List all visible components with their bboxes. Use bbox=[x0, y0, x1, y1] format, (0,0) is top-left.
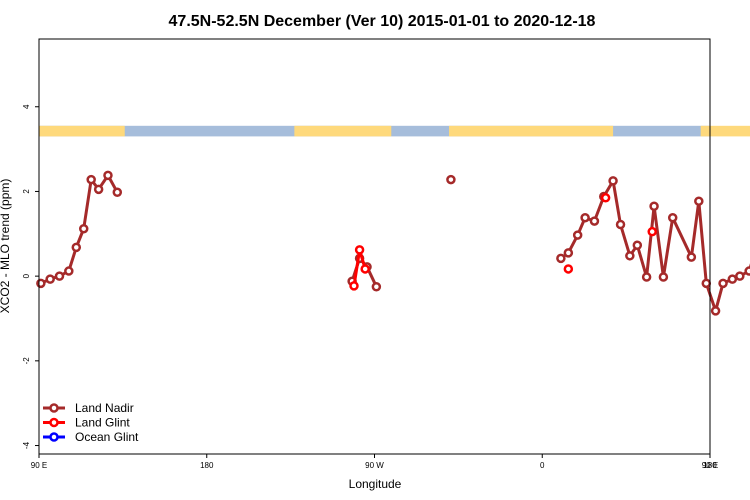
data-point bbox=[71, 242, 82, 253]
data-point bbox=[556, 253, 566, 264]
data-point bbox=[580, 212, 590, 223]
data-point bbox=[658, 272, 669, 282]
data-point bbox=[354, 245, 365, 255]
land-band-segment bbox=[39, 125, 125, 137]
y-axis: -4 -2 0 2 4 bbox=[22, 104, 39, 449]
legend-label: Ocean Glint bbox=[75, 430, 139, 444]
x-axis-label: Longitude bbox=[349, 477, 402, 491]
data-point bbox=[701, 278, 712, 289]
data-point bbox=[649, 201, 659, 212]
legend-marker bbox=[49, 403, 59, 413]
data-point bbox=[572, 230, 583, 240]
data-point bbox=[446, 174, 456, 185]
data-point bbox=[686, 252, 697, 262]
data-point bbox=[563, 248, 574, 258]
x-tick-label: 90 E bbox=[31, 461, 47, 470]
land-band-segment bbox=[294, 125, 392, 137]
data-point bbox=[563, 264, 574, 274]
chart-title: 47.5N-52.5N December (Ver 10) 2015-01-01… bbox=[169, 13, 596, 30]
data-point bbox=[112, 187, 123, 198]
plot-area bbox=[36, 125, 750, 316]
data-point bbox=[641, 272, 652, 282]
data-point bbox=[615, 219, 626, 230]
data-point bbox=[744, 266, 750, 276]
data-point bbox=[694, 196, 704, 206]
data-point bbox=[103, 170, 113, 181]
x-tick-label: 180 bbox=[200, 461, 214, 470]
plot-frame bbox=[38, 38, 711, 455]
data-point bbox=[78, 223, 89, 234]
y-axis-label: XCO2 - MLO trend (ppm) bbox=[0, 179, 12, 314]
data-point bbox=[589, 216, 600, 226]
data-point bbox=[45, 274, 55, 284]
data-point bbox=[360, 264, 370, 274]
data-point bbox=[608, 176, 618, 186]
data-point bbox=[667, 212, 678, 223]
legend-label: Land Glint bbox=[75, 416, 130, 430]
series-line bbox=[560, 179, 750, 313]
data-point bbox=[600, 193, 611, 203]
x-tick-label: 90 E bbox=[702, 461, 718, 470]
y-tick-label: 4 bbox=[22, 104, 31, 109]
land-band-segment bbox=[449, 125, 614, 137]
data-point bbox=[349, 281, 359, 291]
data-point bbox=[371, 281, 382, 292]
legend-marker bbox=[49, 417, 59, 428]
data-point bbox=[632, 240, 643, 250]
data-point bbox=[710, 306, 721, 316]
x-tick-label: 0 bbox=[540, 461, 545, 470]
data-point bbox=[86, 174, 96, 185]
data-point bbox=[54, 271, 65, 281]
data-point bbox=[647, 226, 657, 237]
y-tick-label: -2 bbox=[22, 357, 31, 365]
legend-marker bbox=[49, 432, 59, 442]
x-tick-label: 90 W bbox=[365, 461, 384, 470]
y-tick-label: -4 bbox=[22, 441, 31, 449]
data-point bbox=[93, 184, 104, 195]
legend-label: Land Nadir bbox=[75, 401, 134, 415]
data-point bbox=[625, 251, 635, 261]
y-tick-label: 2 bbox=[22, 189, 31, 194]
data-point bbox=[718, 278, 728, 289]
data-point bbox=[735, 271, 745, 281]
data-point bbox=[64, 266, 74, 276]
series-line bbox=[40, 173, 119, 285]
land-band-segment bbox=[700, 125, 750, 137]
data-point bbox=[727, 274, 738, 284]
x-tick-label: 180 bbox=[703, 461, 717, 470]
data-point bbox=[36, 278, 46, 289]
y-tick-label: 0 bbox=[22, 273, 31, 278]
